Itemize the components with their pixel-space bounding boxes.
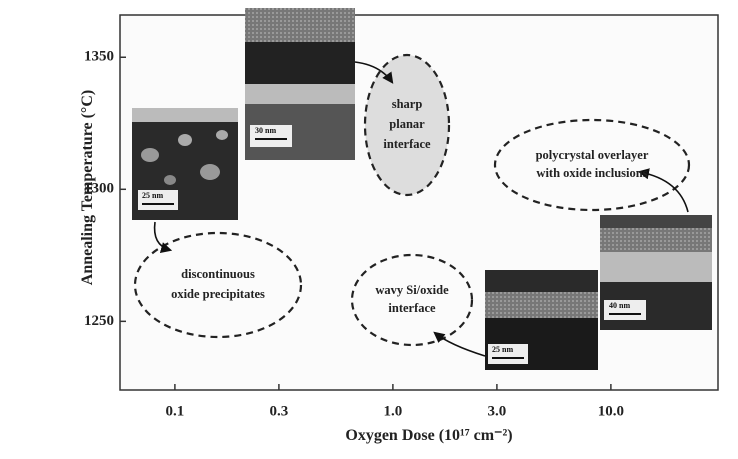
x-tick-label: 10.0 — [598, 403, 624, 419]
scale-bar-label: 40 nm — [609, 301, 630, 310]
scale-bar-label: 25 nm — [492, 345, 513, 354]
annotation: sharp — [392, 97, 423, 111]
annotation: wavy Si/oxide — [375, 283, 449, 297]
x-tick-label: 1.0 — [384, 403, 403, 419]
annotation: with oxide inclusions — [536, 166, 647, 180]
micrograph — [245, 8, 355, 160]
annotation: interface — [388, 301, 436, 315]
y-axis-label: Annealing Temperature (°C) — [79, 90, 96, 285]
x-axis-label: Oxygen Dose (10¹⁷ cm⁻²) — [345, 427, 512, 444]
x-tick-label: 3.0 — [488, 403, 507, 419]
y-tick-label: 1250 — [84, 313, 114, 329]
x-tick-label: 0.1 — [166, 403, 185, 419]
page: {"chart_data": { "type": "annotated-map"… — [0, 0, 738, 454]
micrograph — [485, 270, 598, 370]
y-tick-label: 1350 — [84, 49, 114, 65]
annotation: interface — [383, 137, 431, 151]
annotation: polycrystal overlayer — [536, 148, 649, 162]
scale-bar-label: 30 nm — [255, 126, 276, 135]
annotation: oxide precipitates — [171, 287, 265, 301]
micrograph — [600, 215, 712, 330]
scale-bar-label: 25 nm — [142, 191, 163, 200]
figure: 1250130013500.10.31.03.010.0Oxygen Dose … — [0, 0, 738, 454]
annotation: planar — [389, 117, 425, 131]
x-tick-label: 0.3 — [270, 403, 289, 419]
annotation: discontinuous — [181, 267, 255, 281]
